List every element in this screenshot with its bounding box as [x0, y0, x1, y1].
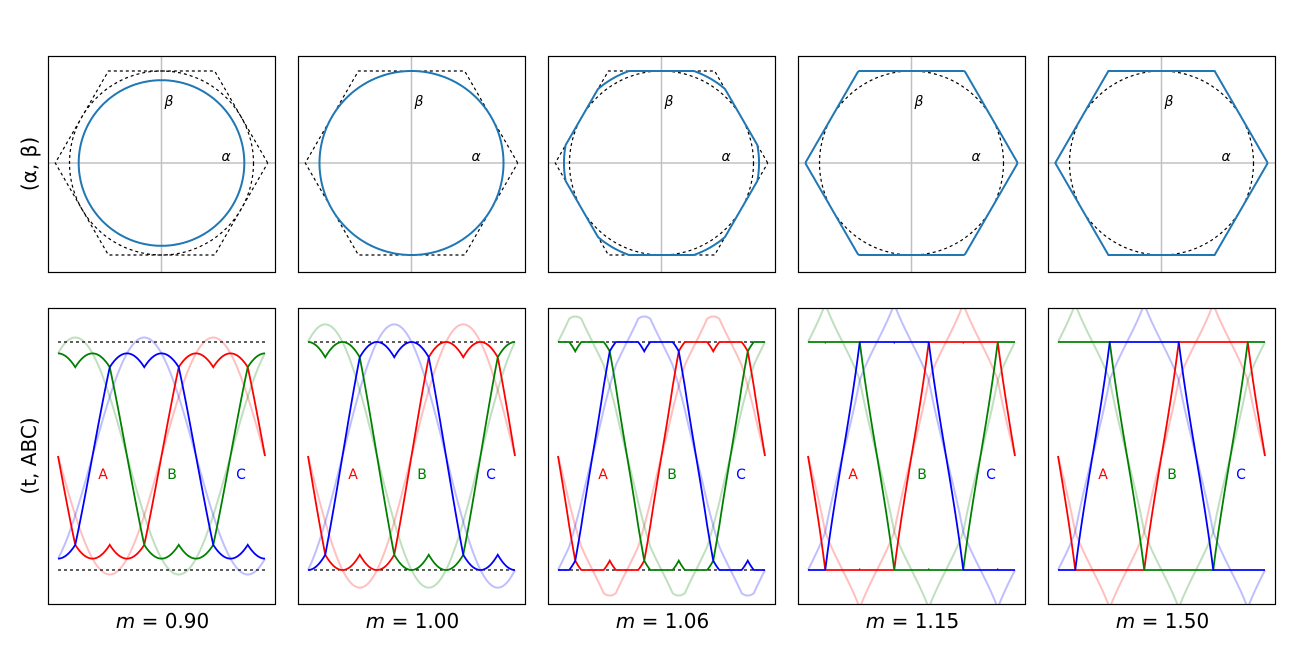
- vector-trajectory: [1054, 70, 1269, 256]
- phase-a-clamped: [557, 341, 766, 571]
- time-abc-axes: A B C: [547, 307, 777, 606]
- modulation-index-label: m = 1.06: [616, 609, 710, 633]
- phase-label-b: B: [1167, 467, 1177, 483]
- panel-5: αβA B Cm = 1.50: [1047, 55, 1277, 633]
- phase-label-a: A: [1098, 467, 1108, 483]
- phase-label-b: B: [167, 467, 177, 483]
- axes-frame: [297, 55, 527, 274]
- alpha-beta-axes: αβ: [547, 55, 777, 274]
- axes-frame: [797, 307, 1027, 606]
- modulation-index-label: m = 1.00: [366, 609, 460, 633]
- time-abc-axes: A B C: [1047, 307, 1277, 606]
- axes-frame: [47, 55, 277, 274]
- panel-4: αβA B Cm = 1.15: [797, 55, 1027, 633]
- modulation-index-label: m = 1.15: [866, 609, 960, 633]
- vector-trajectory: [318, 70, 505, 256]
- phase-label-c: C: [736, 467, 746, 483]
- modulation-index-label: m = 1.50: [1116, 609, 1210, 633]
- time-abc-axes: A B C: [297, 307, 527, 606]
- phase-label-c: C: [1236, 467, 1246, 483]
- beta-label: β: [914, 94, 924, 110]
- phase-a-clamped: [307, 341, 516, 571]
- axes-frame: [547, 307, 777, 606]
- hexagon-limit-dashed: [554, 70, 769, 256]
- phase-label-b: B: [417, 467, 427, 483]
- panel-3: αβA B Cm = 1.06: [547, 55, 777, 633]
- phase-c-clamped: [558, 341, 765, 571]
- alpha-label: α: [972, 149, 982, 165]
- vector-trajectory: [77, 79, 246, 247]
- alpha-label: α: [1222, 149, 1232, 165]
- axes-frame: [797, 55, 1027, 274]
- hexagon-limit-dashed: [54, 70, 269, 256]
- panel-2: αβA B Cm = 1.00: [297, 55, 527, 633]
- phase-a-clamped: [57, 352, 266, 560]
- phase-label-c: C: [486, 467, 496, 483]
- alpha-label: α: [472, 149, 482, 165]
- phase-b-clamped: [558, 341, 765, 571]
- axes-frame: [547, 55, 777, 274]
- axes-frame: [1047, 307, 1277, 606]
- phase-b-clamped: [1058, 341, 1265, 571]
- phase-label-a: A: [848, 467, 858, 483]
- beta-label: β: [164, 94, 174, 110]
- phase-label-a: A: [598, 467, 608, 483]
- row-label-alpha-beta: (α, β): [17, 137, 41, 191]
- time-abc-axes: A B C: [797, 307, 1027, 606]
- beta-label: β: [414, 94, 424, 110]
- vector-trajectory: [804, 70, 1019, 256]
- alpha-beta-axes: αβ: [297, 55, 527, 274]
- phase-label-b: B: [917, 467, 927, 483]
- phase-c-clamped: [57, 352, 266, 560]
- unit-circle-dashed: [68, 70, 255, 256]
- beta-label: β: [1164, 94, 1174, 110]
- phase-a-clamped: [807, 341, 1016, 571]
- hexagon-limit-dashed: [304, 70, 519, 256]
- phase-label-a: A: [348, 467, 358, 483]
- panel-1: αβA B Cm = 0.90: [47, 55, 277, 633]
- phase-label-c: C: [986, 467, 996, 483]
- alpha-label: α: [722, 149, 732, 165]
- phase-a-clamped: [1057, 341, 1266, 571]
- phase-label-c: C: [236, 467, 246, 483]
- alpha-beta-axes: αβ: [47, 55, 277, 274]
- phase-c-clamped: [1058, 341, 1265, 571]
- alpha-label: α: [222, 149, 232, 165]
- axes-frame: [297, 307, 527, 606]
- phase-b-clamped: [307, 341, 516, 571]
- phase-b-clamped: [808, 341, 1015, 571]
- axes-frame: [47, 307, 277, 606]
- row-label-t-abc: (t, ABC): [17, 417, 41, 494]
- alpha-beta-axes: αβ: [797, 55, 1027, 274]
- time-abc-axes: A B C: [47, 307, 277, 606]
- modulation-index-label: m = 0.90: [116, 609, 210, 633]
- alpha-beta-axes: αβ: [1047, 55, 1277, 274]
- phase-c-clamped: [307, 341, 516, 571]
- phase-c-clamped: [808, 341, 1015, 571]
- beta-label: β: [664, 94, 674, 110]
- phase-b-clamped: [57, 352, 266, 560]
- phase-label-b: B: [667, 467, 677, 483]
- phase-label-a: A: [98, 467, 108, 483]
- axes-frame: [1047, 55, 1277, 274]
- vector-trajectory: [562, 70, 761, 256]
